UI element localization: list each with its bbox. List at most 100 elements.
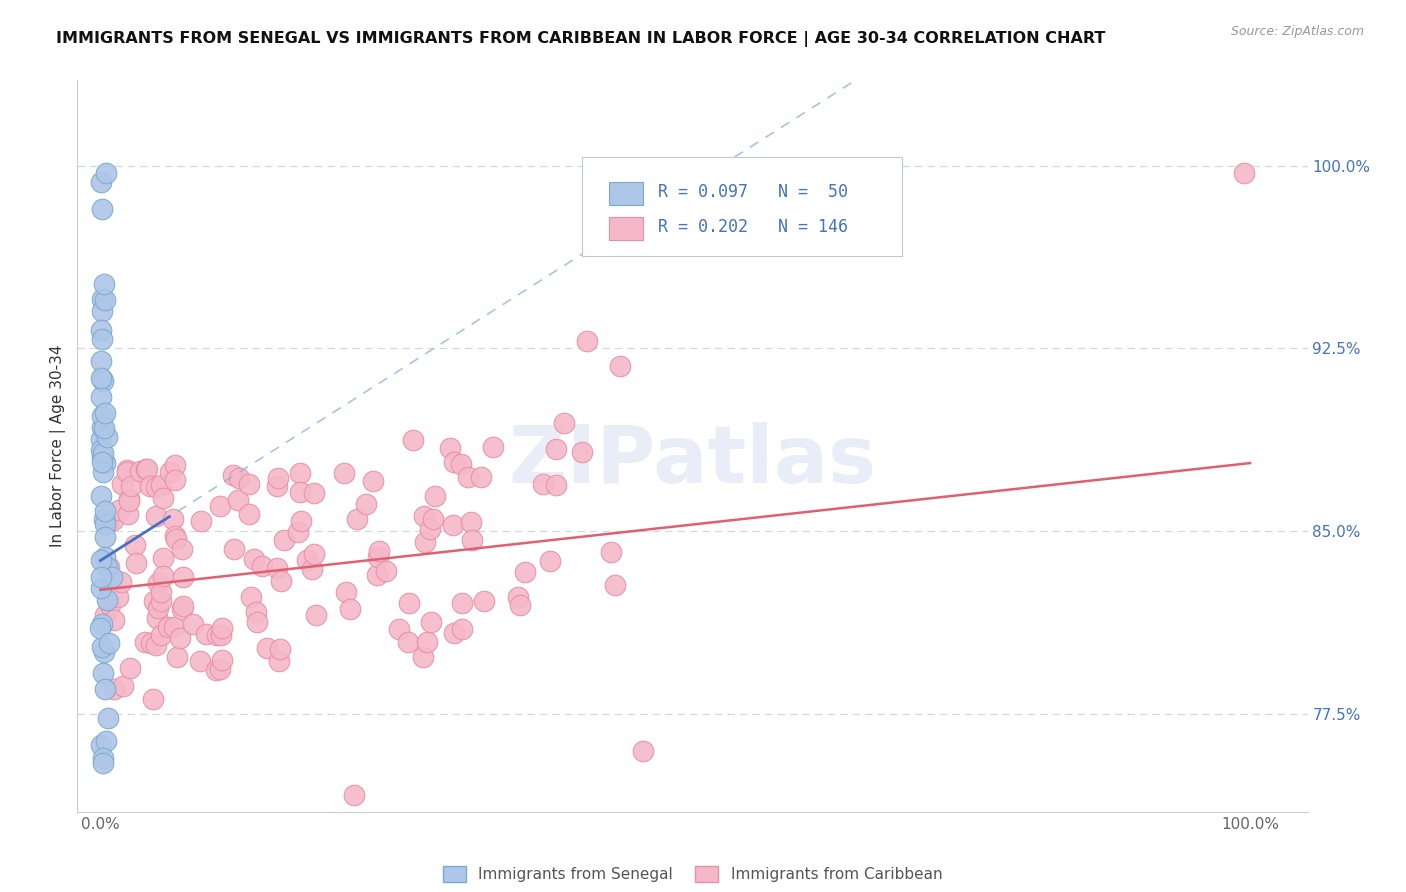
Bar [609, 182, 644, 204]
Point [97, 516, 120, 531]
Point [172, 570, 194, 584]
Bar [609, 218, 644, 240]
Point [91, 374, 114, 388]
Point [451, 596, 474, 610]
Point [165, 458, 187, 472]
Point [91, 666, 114, 681]
Point [412, 649, 434, 664]
Point [90, 489, 112, 503]
Point [159, 466, 181, 480]
Point [91, 751, 114, 765]
Point [93, 512, 115, 526]
Point [270, 574, 292, 589]
Point [367, 550, 389, 565]
Point [228, 471, 250, 485]
Point [98, 599, 121, 613]
Legend: Immigrants from Senegal, Immigrants from Caribbean: Immigrants from Senegal, Immigrants from… [436, 860, 949, 888]
Point [335, 585, 357, 599]
Point [90, 390, 112, 404]
Point [208, 662, 231, 676]
Point [117, 508, 139, 522]
Point [172, 599, 194, 613]
Point [211, 653, 233, 667]
Point [91, 372, 114, 386]
Point [97, 711, 120, 725]
Point [354, 497, 377, 511]
Point [90, 370, 112, 384]
Point [609, 359, 631, 373]
Point [90, 442, 112, 457]
Point [208, 500, 231, 514]
Point [93, 530, 115, 544]
Point [418, 522, 440, 536]
Point [166, 650, 188, 665]
Point [346, 511, 368, 525]
Point [165, 528, 187, 542]
Point [103, 513, 125, 527]
Point [339, 602, 361, 616]
Point [90, 570, 112, 584]
Point [94, 504, 117, 518]
Point [117, 465, 139, 479]
Point [107, 502, 129, 516]
Point [90, 323, 112, 337]
Point [162, 512, 184, 526]
Y-axis label: In Labor Force | Age 30-34: In Labor Force | Age 30-34 [51, 344, 66, 548]
Point [470, 470, 492, 484]
Point [366, 568, 388, 582]
Point [195, 627, 218, 641]
Point [107, 591, 129, 605]
Point [302, 547, 325, 561]
Point [222, 468, 245, 483]
Text: ZIPatlas: ZIPatlas [509, 422, 876, 500]
Point [97, 560, 120, 574]
Point [94, 456, 117, 470]
Text: R = 0.097   N =  50: R = 0.097 N = 50 [658, 183, 848, 201]
Point [211, 622, 233, 636]
Point [90, 332, 112, 346]
Point [169, 631, 191, 645]
Text: IMMIGRANTS FROM SENEGAL VS IMMIGRANTS FROM CARIBBEAN IN LABOR FORCE | AGE 30-34 : IMMIGRANTS FROM SENEGAL VS IMMIGRANTS FR… [56, 31, 1105, 47]
Point [91, 640, 114, 655]
Point [252, 559, 274, 574]
Point [238, 476, 260, 491]
Point [96, 559, 118, 574]
Point [288, 466, 311, 480]
Point [96, 592, 118, 607]
Point [423, 490, 446, 504]
Point [111, 477, 134, 491]
Point [90, 738, 112, 752]
Point [461, 533, 484, 547]
Point [146, 601, 169, 615]
Point [152, 569, 174, 583]
Point [600, 545, 623, 559]
Point [188, 654, 211, 668]
Point [90, 354, 112, 368]
Point [224, 541, 246, 556]
Point [149, 478, 172, 492]
Point [245, 615, 267, 629]
Point [375, 564, 398, 578]
Point [94, 734, 117, 748]
Point [146, 611, 169, 625]
Point [290, 514, 312, 528]
Point [118, 491, 141, 506]
Point [93, 421, 115, 435]
Point [90, 175, 112, 189]
Point [575, 334, 598, 348]
Point [146, 576, 169, 591]
Point [120, 661, 142, 675]
Text: R = 0.202   N = 146: R = 0.202 N = 146 [658, 218, 848, 235]
Point [150, 628, 173, 642]
Point [103, 682, 125, 697]
Point [482, 440, 505, 454]
Point [243, 551, 266, 566]
Point [94, 516, 117, 531]
Point [343, 788, 366, 802]
Point [553, 416, 575, 430]
Point [135, 461, 157, 475]
Point [301, 562, 323, 576]
Point [295, 552, 318, 566]
Point [571, 445, 593, 459]
Point [544, 477, 567, 491]
